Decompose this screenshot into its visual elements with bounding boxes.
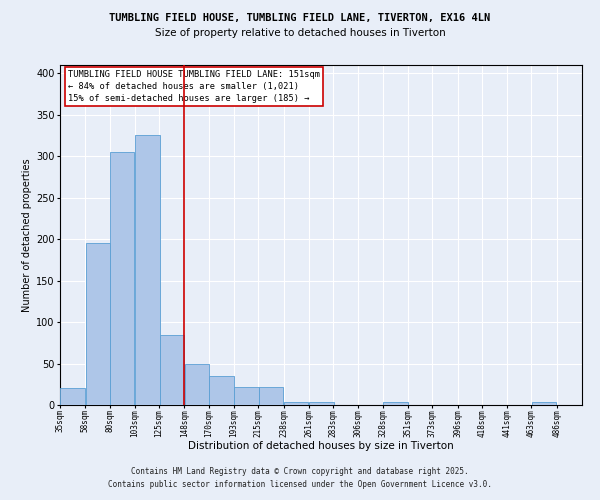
Bar	[284, 402, 308, 405]
Text: TUMBLING FIELD HOUSE TUMBLING FIELD LANE: 151sqm
← 84% of detached houses are sm: TUMBLING FIELD HOUSE TUMBLING FIELD LANE…	[68, 70, 320, 102]
Y-axis label: Number of detached properties: Number of detached properties	[22, 158, 32, 312]
Bar	[160, 334, 184, 405]
Bar	[136, 136, 160, 405]
Bar	[532, 402, 556, 405]
Bar	[61, 388, 85, 405]
Bar	[209, 376, 233, 405]
Text: TUMBLING FIELD HOUSE, TUMBLING FIELD LANE, TIVERTON, EX16 4LN: TUMBLING FIELD HOUSE, TUMBLING FIELD LAN…	[109, 12, 491, 22]
Bar	[310, 402, 334, 405]
Bar	[185, 364, 209, 405]
Bar	[86, 244, 110, 405]
X-axis label: Distribution of detached houses by size in Tiverton: Distribution of detached houses by size …	[188, 441, 454, 451]
Text: Size of property relative to detached houses in Tiverton: Size of property relative to detached ho…	[155, 28, 445, 38]
Bar	[259, 387, 283, 405]
Text: Contains HM Land Registry data © Crown copyright and database right 2025.
Contai: Contains HM Land Registry data © Crown c…	[108, 468, 492, 489]
Bar	[235, 387, 259, 405]
Bar	[383, 402, 407, 405]
Bar	[110, 152, 134, 405]
